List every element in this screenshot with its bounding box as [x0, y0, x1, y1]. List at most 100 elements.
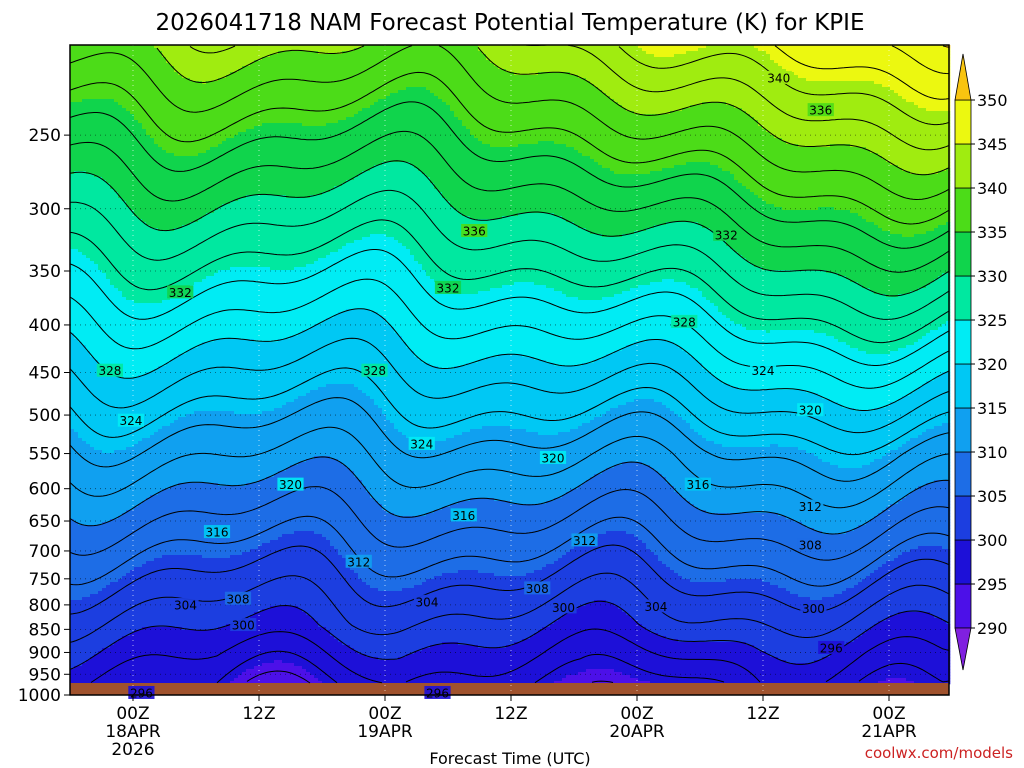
- field-cell: [366, 81, 370, 84]
- field-cell: [890, 54, 894, 57]
- field-cell: [190, 54, 194, 57]
- field-cell: [706, 90, 710, 93]
- field-cell: [830, 78, 834, 81]
- field-cell: [926, 57, 930, 60]
- field-cell: [462, 60, 466, 63]
- field-cell: [686, 75, 690, 78]
- field-cell: [282, 87, 286, 90]
- field-cell: [422, 51, 426, 54]
- field-cell: [114, 48, 118, 51]
- field-cell: [130, 51, 134, 54]
- field-cell: [670, 51, 674, 54]
- field-cell: [650, 48, 654, 51]
- field-cell: [82, 78, 86, 81]
- field-cell: [422, 57, 426, 60]
- field-cell: [134, 87, 138, 90]
- field-cell: [886, 54, 890, 57]
- field-cell: [854, 87, 858, 90]
- field-cell: [286, 60, 290, 63]
- field-cell: [426, 90, 430, 93]
- field-cell: [590, 87, 594, 90]
- field-cell: [846, 54, 850, 57]
- field-cell: [146, 90, 150, 93]
- field-cell: [410, 57, 414, 60]
- field-cell: [378, 66, 382, 69]
- field-cell: [742, 90, 746, 93]
- field-cell: [878, 54, 882, 57]
- field-cell: [254, 66, 258, 69]
- field-cell: [630, 81, 634, 84]
- field-cell: [742, 57, 746, 60]
- field-cell: [486, 69, 490, 72]
- field-cell: [518, 66, 522, 69]
- field-cell: [490, 69, 494, 72]
- field-cell: [874, 54, 878, 57]
- field-cell: [582, 69, 586, 72]
- field-cell: [546, 87, 550, 90]
- field-cell: [146, 63, 150, 66]
- field-cell: [114, 66, 118, 69]
- field-cell: [102, 69, 106, 72]
- field-cell: [718, 78, 722, 81]
- field-cell: [774, 60, 778, 63]
- field-cell: [590, 60, 594, 63]
- field-cell: [822, 90, 826, 93]
- field-cell: [110, 72, 114, 75]
- field-cell: [842, 72, 846, 75]
- field-cell: [350, 60, 354, 63]
- field-cell: [806, 60, 810, 63]
- field-cell: [106, 78, 110, 81]
- field-cell: [850, 75, 854, 78]
- field-cell: [454, 54, 458, 57]
- field-cell: [554, 57, 558, 60]
- field-cell: [594, 69, 598, 72]
- field-cell: [734, 72, 738, 75]
- field-cell: [238, 81, 242, 84]
- field-cell: [430, 87, 434, 90]
- field-cell: [654, 63, 658, 66]
- field-cell: [122, 51, 126, 54]
- field-cell: [782, 57, 786, 60]
- field-cell: [486, 72, 490, 75]
- field-cell: [478, 54, 482, 57]
- field-cell: [134, 90, 138, 93]
- field-cell: [606, 48, 610, 51]
- field-cell: [226, 87, 230, 90]
- field-cell: [462, 78, 466, 81]
- field-cell: [326, 90, 330, 93]
- field-cell: [202, 78, 206, 81]
- field-cell: [470, 90, 474, 93]
- field-cell: [686, 87, 690, 90]
- field-cell: [366, 72, 370, 75]
- field-cell: [706, 69, 710, 72]
- field-cell: [362, 57, 366, 60]
- field-cell: [78, 63, 82, 66]
- field-cell: [398, 66, 402, 69]
- field-cell: [666, 78, 670, 81]
- field-cell: [566, 63, 570, 66]
- field-cell: [466, 84, 470, 87]
- field-cell: [310, 63, 314, 66]
- field-cell: [450, 66, 454, 69]
- field-cell: [446, 66, 450, 69]
- field-cell: [234, 57, 238, 60]
- field-cell: [422, 84, 426, 87]
- field-cell: [938, 60, 942, 63]
- field-cell: [306, 72, 310, 75]
- field-cell: [94, 72, 98, 75]
- field-cell: [522, 78, 526, 81]
- field-cell: [746, 78, 750, 81]
- field-cell: [354, 87, 358, 90]
- field-cell: [882, 54, 886, 57]
- field-cell: [830, 54, 834, 57]
- field-cell: [426, 78, 430, 81]
- field-cell: [94, 63, 98, 66]
- field-cell: [146, 60, 150, 63]
- field-cell: [454, 78, 458, 81]
- field-cell: [862, 51, 866, 54]
- field-cell: [458, 75, 462, 78]
- field-cell: [198, 57, 202, 60]
- field-cell: [702, 72, 706, 75]
- field-cell: [642, 54, 646, 57]
- field-cell: [370, 81, 374, 84]
